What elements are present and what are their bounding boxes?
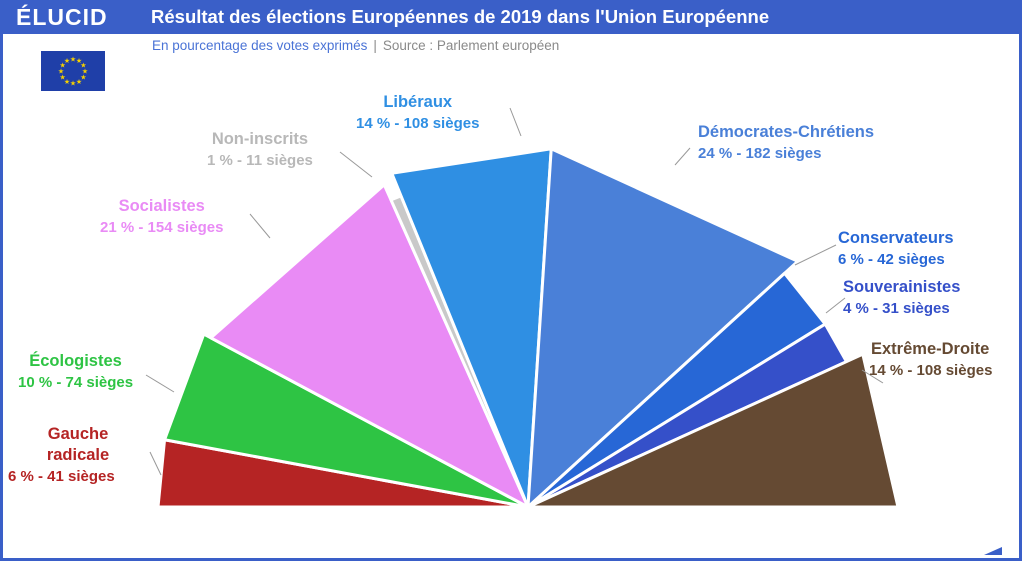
leader-line — [861, 369, 884, 384]
series-name: Extrême-Droite — [871, 340, 990, 358]
series-value: 21 % - 154 sièges — [100, 219, 224, 236]
leader-line — [674, 147, 691, 166]
leader-line — [339, 151, 373, 178]
series-name: Souverainistes — [843, 278, 961, 296]
leader-line — [825, 297, 846, 314]
series-value: 24 % - 182 sièges — [698, 145, 822, 162]
series-value: 6 % - 42 sièges — [838, 251, 945, 268]
flag-star: ★ — [80, 62, 86, 70]
brand-logo[interactable]: ÉLUCID — [16, 4, 108, 30]
label-extreme-droite: Extrême-Droite 14 % - 108 sièges — [869, 339, 993, 381]
flag-star: ★ — [64, 57, 70, 65]
leader-line — [509, 107, 522, 137]
series-name: Démocrates-Chrétiens — [698, 123, 875, 141]
series-value: 14 % - 108 sièges — [356, 115, 480, 132]
leader-line — [149, 451, 162, 476]
flag-star: ★ — [82, 68, 88, 76]
chart-subtitle: En pourcentage des votes exprimés | Source… — [152, 38, 559, 53]
header-bar: ÉLUCID Résultat des élections Européenne… — [0, 0, 1022, 34]
flag-star: ★ — [58, 68, 64, 76]
series-value: 6 % - 41 sièges — [8, 468, 115, 485]
series-name: Gauche radicale — [46, 425, 110, 464]
label-non-inscrits: Non-inscrits 1 % - 11 sièges — [207, 129, 313, 171]
subtitle-text: En pourcentage des votes exprimés — [152, 38, 368, 53]
series-value: 1 % - 11 sièges — [207, 152, 313, 169]
series-value: 4 % - 31 sièges — [843, 300, 950, 317]
flag-star: ★ — [70, 80, 76, 88]
series-name: Conservateurs — [838, 229, 954, 247]
subtitle-separator: | — [373, 38, 377, 53]
source-text: Source : Parlement européen — [382, 38, 560, 53]
flag-star: ★ — [70, 56, 76, 64]
label-souverainistes: Souverainistes 4 % - 31 sièges — [843, 277, 960, 319]
eu-flag-stars: ★ ★★★★★★★★★★★ — [58, 56, 88, 88]
chart-title: Résultat des élections Européennes de 20… — [151, 6, 770, 27]
series-name: Non-inscrits — [211, 130, 309, 148]
flag-star: ★ — [59, 62, 65, 70]
flag-star: ★ — [59, 74, 65, 82]
label-democrates-chretiens: Démocrates-Chrétiens 24 % - 182 sièges — [698, 122, 874, 164]
label-gauche-radicale: Gauche radicale 6 % - 41 sièges — [8, 424, 148, 487]
flag-star: ★ — [76, 57, 82, 65]
series-value: 14 % - 108 sièges — [869, 362, 993, 379]
series-name: Libéraux — [383, 93, 453, 111]
slice-extreme-droite[interactable] — [526, 352, 900, 509]
label-liberaux: Libéraux 14 % - 108 sièges — [356, 92, 479, 134]
corner-mark — [984, 547, 1002, 555]
flag-star: ★ — [76, 78, 82, 86]
series-name: Socialistes — [118, 197, 205, 215]
eu-flag-icon: ★ ★ ★ ★ ★ ★ ★ ★ ★ ★ ★ ★ — [41, 51, 105, 91]
series-value: 10 % - 74 sièges — [18, 374, 134, 391]
label-conservateurs: Conservateurs 6 % - 42 sièges — [838, 228, 954, 270]
leader-line — [794, 244, 837, 266]
leader-line — [145, 374, 175, 393]
flag-star: ★ — [80, 74, 86, 82]
series-name: Écologistes — [29, 352, 122, 370]
label-socialistes: Socialistes 21 % - 154 sièges — [100, 196, 223, 238]
label-ecologistes: Écologistes 10 % - 74 sièges — [18, 351, 133, 393]
leader-line — [249, 213, 271, 239]
flag-star: ★ — [64, 78, 70, 86]
